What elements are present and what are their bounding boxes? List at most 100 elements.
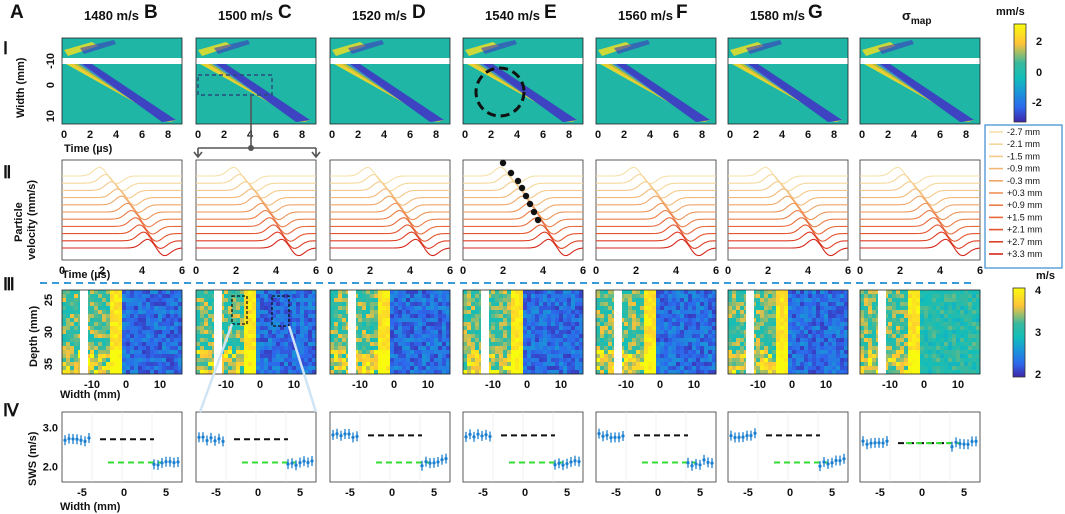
row3-cell (511, 330, 516, 335)
row3-cell (154, 318, 159, 323)
row3-cell (102, 354, 107, 359)
row3-cell (972, 350, 977, 355)
row3-cell (422, 330, 427, 335)
row3-cell (644, 366, 649, 371)
row3-cell (200, 358, 205, 363)
row3-cell (228, 362, 233, 367)
row3-cell (752, 330, 757, 335)
row3-cell (944, 358, 949, 363)
row3-cell (174, 294, 179, 299)
row3-cell (736, 310, 741, 315)
row3-cell (864, 302, 869, 307)
row3-cell (110, 306, 115, 311)
row3-cell (134, 370, 139, 375)
row3-cell (308, 290, 313, 295)
row3-cell (334, 310, 339, 315)
row3-cell (900, 342, 905, 347)
row3-cell (312, 338, 317, 343)
row4-point-right (818, 464, 822, 468)
row3-cell (342, 354, 347, 359)
row4-xtick: 0 (522, 487, 528, 499)
row3-cell (204, 330, 209, 335)
row3-cell (535, 354, 540, 359)
row3-cell (688, 318, 693, 323)
row3-cell (300, 350, 305, 355)
row3-cell (948, 314, 953, 319)
row3-cell (503, 334, 508, 339)
row3-cell (696, 334, 701, 339)
row3-cell (402, 294, 407, 299)
row3-cell (784, 294, 789, 299)
row3-cell (374, 362, 379, 367)
row3-cell (374, 294, 379, 299)
panel-G: 0 2 4 6 80 2 4 6-10 0 10-5 0 5 (857, 37, 983, 499)
row4-point-right (834, 458, 838, 463)
row3-cell (692, 354, 697, 359)
row3-cell (394, 338, 399, 343)
row3-cell (296, 290, 301, 295)
row3-cell (280, 350, 285, 355)
row2-xtick: 2 (633, 265, 639, 277)
row3-cell (362, 358, 367, 363)
row3-cell (872, 318, 877, 323)
row3-cell (414, 298, 419, 303)
row3-cell (924, 318, 929, 323)
row3-cell (644, 298, 649, 303)
row3-cell (928, 322, 933, 327)
row3-cell (764, 366, 769, 371)
row4-point-right (561, 463, 565, 467)
row3-cell (567, 330, 572, 335)
row3-cell (358, 306, 363, 311)
row3-cell (527, 346, 532, 351)
row3-cell (86, 322, 91, 327)
row3-cell (563, 310, 568, 315)
row3-cell (579, 290, 584, 295)
row3-cell (200, 346, 205, 351)
row3-cell (928, 310, 933, 315)
row3-cell (884, 322, 889, 327)
row3-cell (354, 362, 359, 367)
row3-cell (126, 310, 131, 315)
row3-cell (463, 370, 468, 375)
row3-cell (772, 354, 777, 359)
row3-cell (676, 326, 681, 331)
row3-cell (543, 366, 548, 371)
row3-cell (664, 366, 669, 371)
row3-cell (892, 334, 897, 339)
row3-cell (390, 290, 395, 295)
row3-cell (418, 314, 423, 319)
row3-cell (804, 342, 809, 347)
row3-cell (268, 302, 273, 307)
row3-cell (422, 346, 427, 351)
row3-cell (952, 294, 957, 299)
row3-cell (604, 338, 609, 343)
row3-cell (308, 366, 313, 371)
row3-cell (684, 326, 689, 331)
row3-cell (463, 310, 468, 315)
row3-cell (884, 306, 889, 311)
row3-cell (122, 306, 127, 311)
row3-cell (579, 354, 584, 359)
row3-cell (94, 322, 99, 327)
row3-cell (559, 306, 564, 311)
row3-cell (378, 298, 383, 303)
row3-cell (575, 302, 580, 307)
row3-cell (398, 358, 403, 363)
row3-cell (844, 354, 849, 359)
row3-cell (656, 338, 661, 343)
row3-cell (126, 350, 131, 355)
row3-cell (463, 306, 468, 311)
row3-cell (442, 318, 447, 323)
row3-cell (604, 294, 609, 299)
row3-cell (828, 310, 833, 315)
row3-cell (800, 346, 805, 351)
row3-cell (300, 310, 305, 315)
row3-cell (430, 330, 435, 335)
row3-cell (491, 306, 496, 311)
row3-cell (559, 290, 564, 295)
row3-cell (760, 318, 765, 323)
row3-cell (491, 342, 496, 347)
row3-cell (398, 326, 403, 331)
row3-cell (150, 290, 155, 295)
row3-cell (370, 362, 375, 367)
